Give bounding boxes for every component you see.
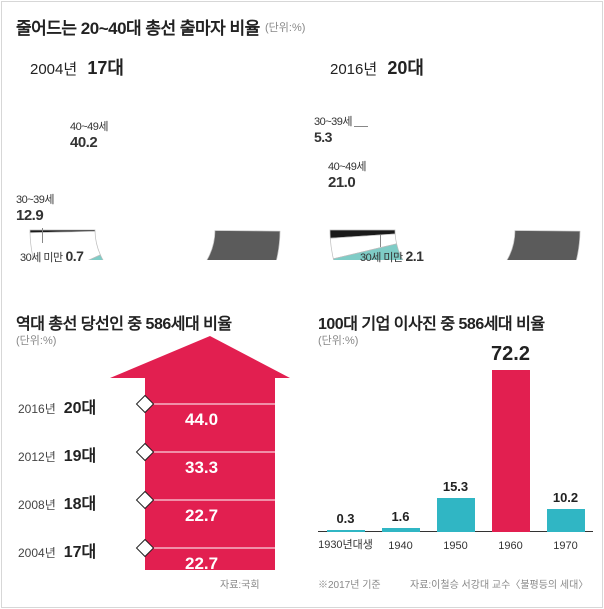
bar <box>327 530 365 532</box>
arrow-row-nth: 20대 <box>64 400 97 417</box>
arrow-row-value: 22.7 <box>185 506 218 526</box>
main-unit: (단위:%) <box>265 19 305 35</box>
donut-2004-label-60plus: 60세 이상 18.0 <box>220 185 263 216</box>
donut-2016-label-u30: 30세 미만 2.1 <box>360 248 423 265</box>
donut-2016-label-40s: 40~49세 21.0 <box>328 160 366 191</box>
arrow-row-year: 2004년 <box>18 546 56 560</box>
bar-value: 72.2 <box>486 343 536 366</box>
main-title: 줄어드는 20~40대 총선 출마자 비율 <box>16 14 260 39</box>
bar-area: 0.31930년대생1.6194015.3195072.2196010.2197… <box>318 350 593 560</box>
bar <box>437 498 475 532</box>
arrow-row-year: 2016년 <box>18 402 56 416</box>
donut-2004-label-40s: 40~49세 40.2 <box>70 120 108 151</box>
bar-label: 1930년대생 <box>318 536 373 552</box>
leader-line <box>380 235 381 247</box>
bar-value: 15.3 <box>431 479 481 494</box>
arrow-row: 2008년 18대 <box>18 490 96 514</box>
leader-line <box>42 228 43 243</box>
donut-2004-caption: 2004년 17대 <box>30 54 124 80</box>
bar-value: 1.6 <box>376 509 426 524</box>
arrow-row-value: 44.0 <box>185 410 218 430</box>
bar <box>492 370 530 532</box>
donut-2016: 2016년 20대 30~39세 5.3 50~59세 49.0 40~49세 … <box>310 40 600 270</box>
donut-2004-label-50s: 50~59세 27.9 <box>170 120 208 154</box>
donut-2004-label-u30: 30세 미만 0.7 <box>20 248 83 265</box>
bar-value: 0.3 <box>321 511 371 526</box>
arrow-row-nth: 19대 <box>64 448 97 465</box>
donut-2016-caption: 2016년 20대 <box>330 54 424 80</box>
donut-2004-year: 2004년 <box>30 61 77 78</box>
arrow-row-value: 22.7 <box>185 554 218 574</box>
arrow-row-nth: 17대 <box>64 544 97 561</box>
bar <box>382 528 420 532</box>
arrow-row: 2004년 17대 <box>18 538 96 562</box>
bar-title: 100대 기업 이사진 중 586세대 비율 <box>318 310 545 334</box>
bar-label: 1940 <box>373 540 428 552</box>
bar-source: 자료:이철승 서강대 교수〈불평등의 세대〉 <box>410 576 588 591</box>
bar-label: 1950 <box>428 540 483 552</box>
arrow-row-nth: 18대 <box>64 496 97 513</box>
donut-segment <box>501 231 580 260</box>
donut-2004-label-30s: 30~39세 12.9 <box>16 193 54 224</box>
arrow-row: 2016년 20대 <box>18 394 96 418</box>
donut-2016-nth: 20대 <box>387 58 424 78</box>
donut-2016-label-50s: 50~59세 49.0 <box>440 106 478 140</box>
donut-2016-label-30s: 30~39세 5.3 <box>314 115 352 146</box>
donut-2004: 2004년 17대 40~49세 40.2 50~59세 27.9 60세 이상… <box>10 40 300 270</box>
arrow-row-year: 2012년 <box>18 450 56 464</box>
arrow-row-value: 33.3 <box>185 458 218 478</box>
donut-2016-year: 2016년 <box>330 61 377 78</box>
arrow-row-year: 2008년 <box>18 498 56 512</box>
bar-unit: (단위:%) <box>318 332 358 348</box>
leader-line <box>354 126 368 127</box>
bar-label: 1970 <box>538 540 593 552</box>
arrow-source: 자료:국회 <box>220 576 260 591</box>
donut-2004-nth: 17대 <box>87 58 124 78</box>
donut-segment <box>205 231 280 260</box>
donut-2016-label-60plus: 60세 이상 22.3 <box>525 185 568 216</box>
arrow-row: 2012년 19대 <box>18 442 96 466</box>
bar-value: 10.2 <box>541 490 591 505</box>
bar <box>547 509 585 532</box>
bar-note: ※2017년 기준 <box>318 576 381 591</box>
bar-label: 1960 <box>483 540 538 552</box>
